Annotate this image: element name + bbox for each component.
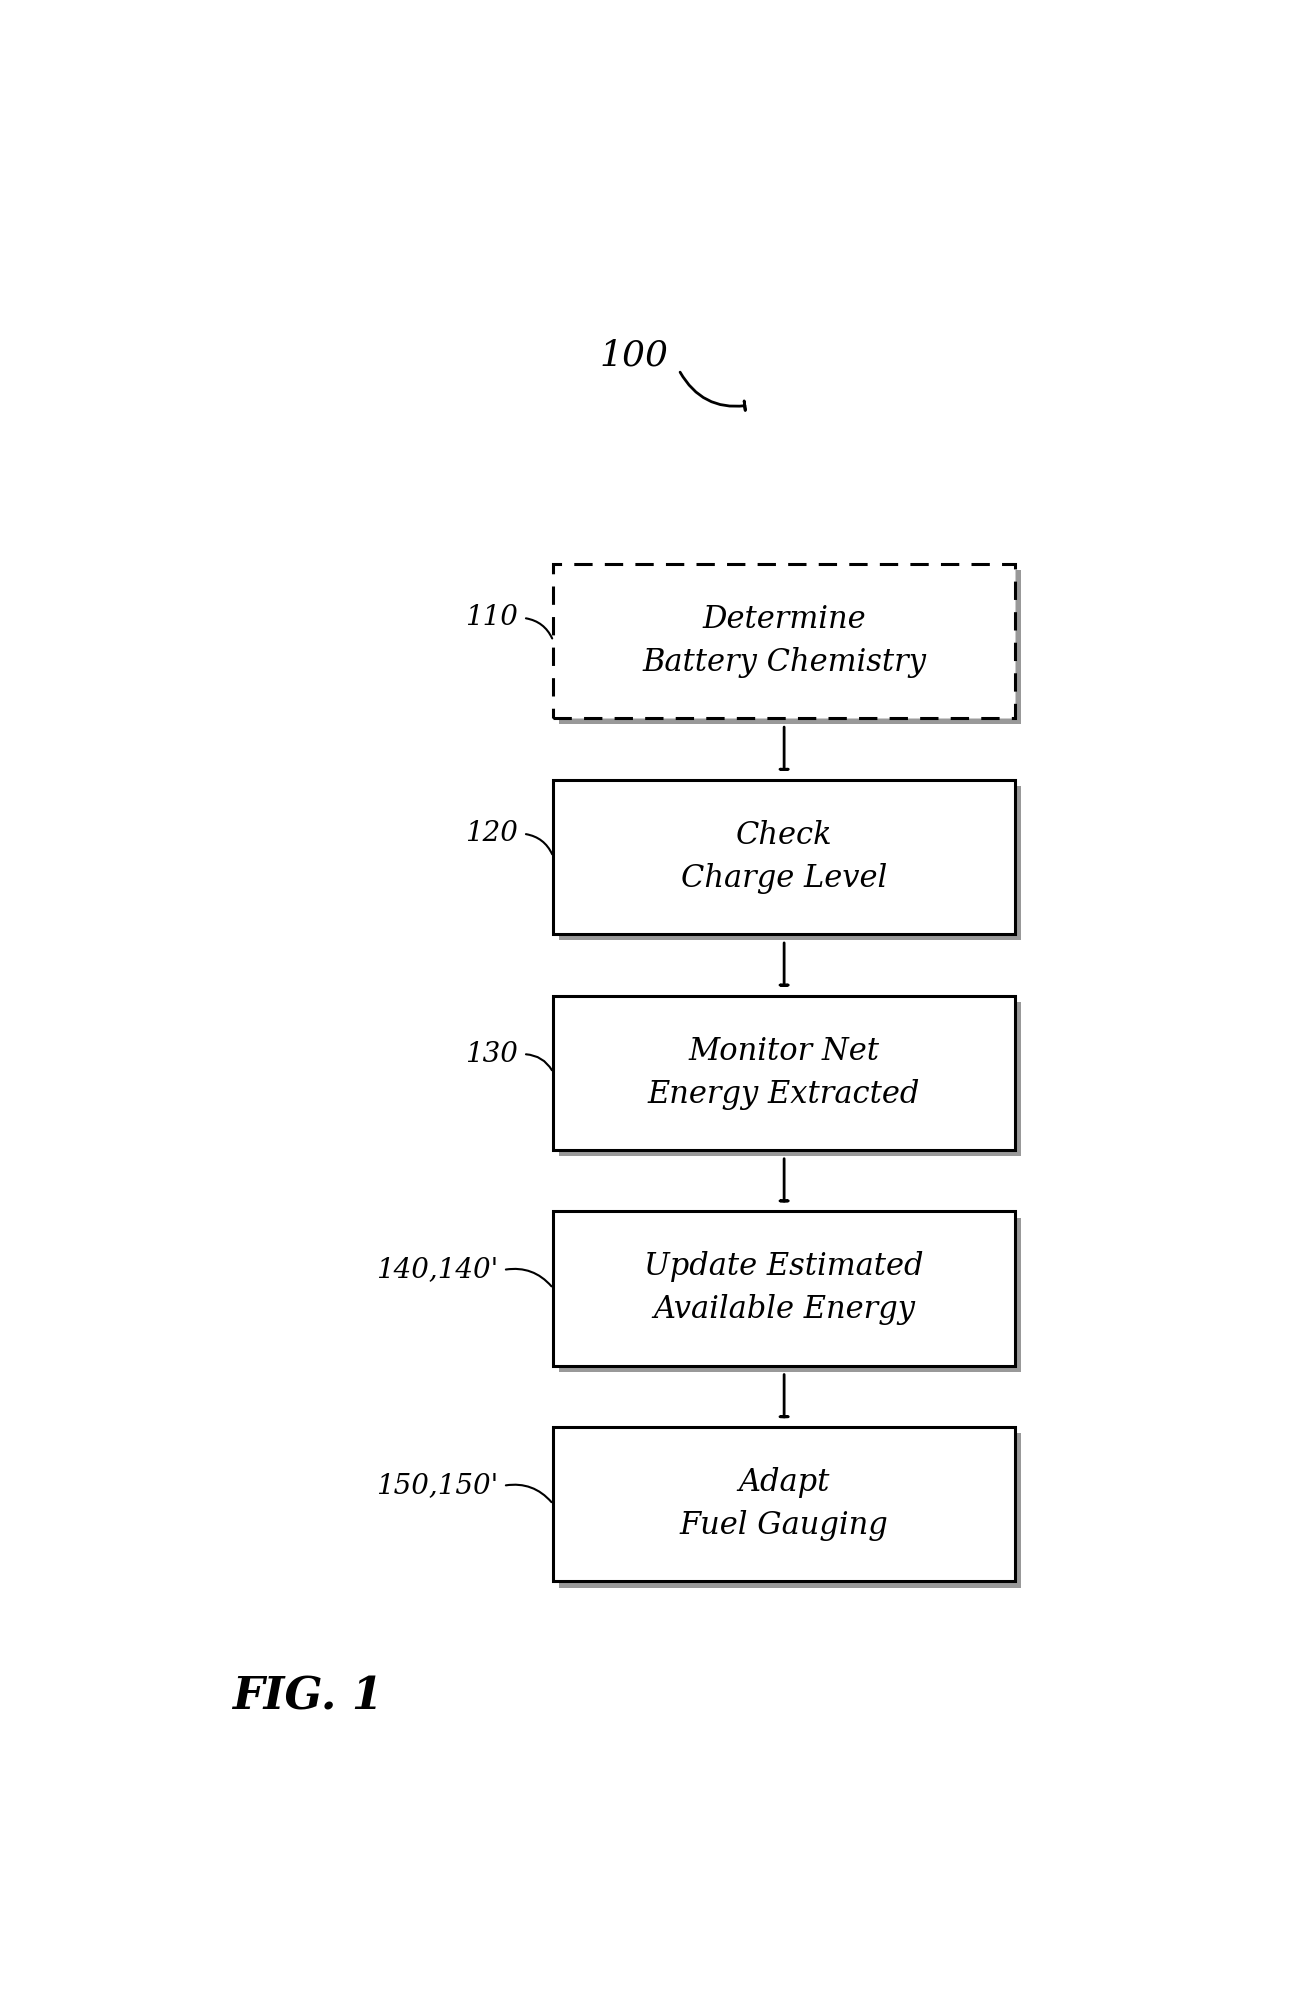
Bar [559, 1217, 1020, 1371]
Bar [553, 1211, 1015, 1365]
Bar [553, 565, 1015, 719]
Text: Check
Charge Level: Check Charge Level [681, 821, 887, 893]
Text: 130: 130 [465, 1041, 518, 1067]
Text: 110: 110 [465, 605, 518, 631]
Text: Determine
Battery Chemistry: Determine Battery Chemistry [642, 605, 926, 679]
Bar [559, 1433, 1020, 1588]
Bar [559, 571, 1020, 725]
Bar [553, 1427, 1015, 1582]
Text: FIG. 1: FIG. 1 [232, 1676, 383, 1718]
Text: 140,140': 140,140' [376, 1257, 499, 1283]
Text: Update Estimated
Available Energy: Update Estimated Available Energy [645, 1251, 923, 1325]
Text: 100: 100 [600, 338, 668, 372]
Bar [553, 781, 1015, 935]
Text: Adapt
Fuel Gauging: Adapt Fuel Gauging [680, 1467, 888, 1542]
Bar [559, 1001, 1020, 1155]
Text: 150,150': 150,150' [376, 1471, 499, 1499]
Text: Monitor Net
Energy Extracted: Monitor Net Energy Extracted [648, 1035, 921, 1109]
Bar [559, 787, 1020, 941]
Bar [553, 995, 1015, 1149]
Text: 120: 120 [465, 821, 518, 847]
